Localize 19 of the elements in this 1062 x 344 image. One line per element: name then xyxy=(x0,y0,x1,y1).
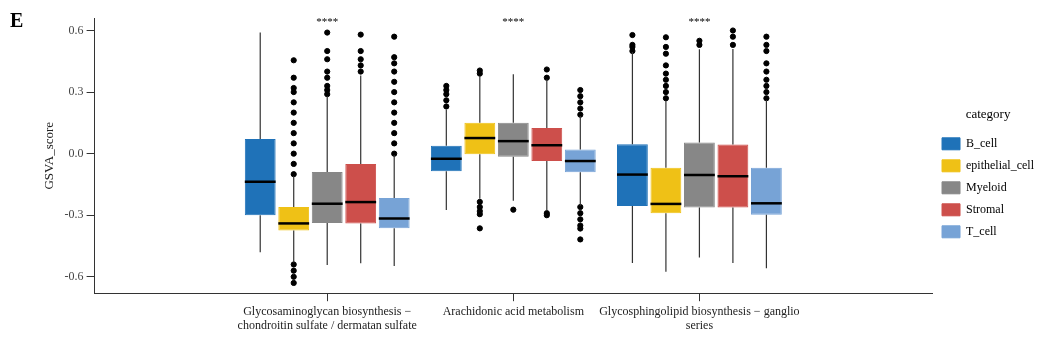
y-tick-label: -0.6 xyxy=(64,268,84,283)
x-tick-label: Glycosphingolipid biosynthesis − ganglio series xyxy=(599,303,800,332)
legend-label: Myeloid xyxy=(966,179,1007,194)
annotation: **** xyxy=(502,15,525,28)
y-tick-label: 0.6 xyxy=(68,22,84,37)
x-tick-label: Glycosaminoglycan biosynthesis − chondroitin sulfate / dermatan sulfate xyxy=(237,303,417,332)
y-tick-label: -0.3 xyxy=(64,207,84,222)
annotation: **** xyxy=(316,15,339,28)
annotation: **** xyxy=(688,15,711,28)
chart-title: E xyxy=(10,9,24,32)
y-tick-label: 0.0 xyxy=(68,145,84,160)
legend-label: B_cell xyxy=(966,135,999,150)
y-axis-title: GSVA_score xyxy=(41,121,57,190)
y-tick-label: 0.3 xyxy=(68,84,84,99)
legend-label: T_cell xyxy=(966,223,998,238)
x-tick-label: Arachidonic acid metabolism xyxy=(442,303,585,318)
legend-label: epithelial_cell xyxy=(966,157,1035,172)
legend-title: category xyxy=(965,106,1011,122)
legend-label: Stromal xyxy=(966,201,1005,216)
